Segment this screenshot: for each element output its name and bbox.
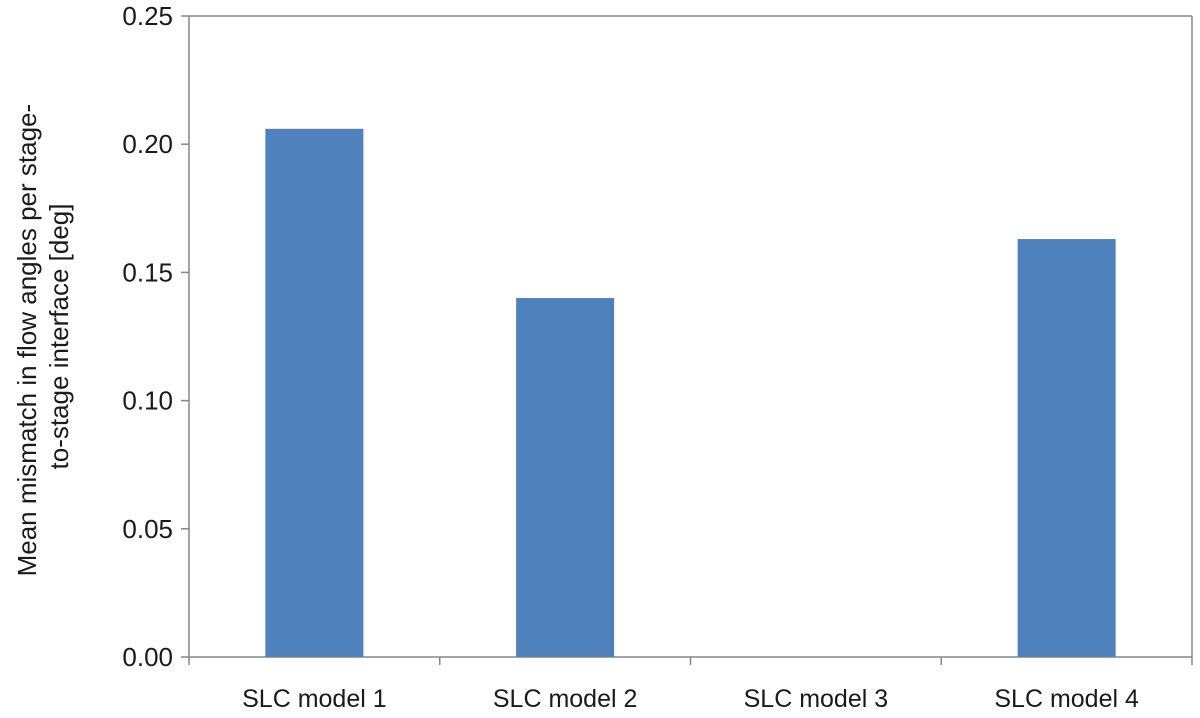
y-axis-ticks: 0.00 0.05 0.10 0.15 0.20 0.25 xyxy=(122,1,189,672)
x-category-label: SLC model 4 xyxy=(994,685,1139,713)
y-tick-label: 0.00 xyxy=(122,642,173,672)
y-tick-label: 0.10 xyxy=(122,386,173,416)
x-category-label: SLC model 3 xyxy=(744,685,889,713)
y-axis-title-line-2: to-stage interface [deg] xyxy=(44,204,74,470)
x-category-label: SLC model 2 xyxy=(493,685,638,713)
bar-4 xyxy=(1017,239,1116,657)
bar-2 xyxy=(516,298,615,657)
bar-series xyxy=(265,128,1116,658)
y-tick-label: 0.15 xyxy=(122,257,173,287)
x-category-label: SLC model 1 xyxy=(242,685,387,713)
x-axis-ticks xyxy=(188,657,1193,665)
y-tick-label: 0.25 xyxy=(122,1,173,31)
y-axis-title: Mean mismatch in flow angles per stage- … xyxy=(12,97,74,577)
y-tick-label: 0.20 xyxy=(122,129,173,159)
y-tick-label: 0.05 xyxy=(122,514,173,544)
bar-1 xyxy=(265,128,364,658)
y-axis-title-line-1: Mean mismatch in flow angles per stage- xyxy=(12,104,42,577)
x-axis-category-labels: SLC model 1 SLC model 2 SLC model 3 SLC mod… xyxy=(242,685,1139,713)
